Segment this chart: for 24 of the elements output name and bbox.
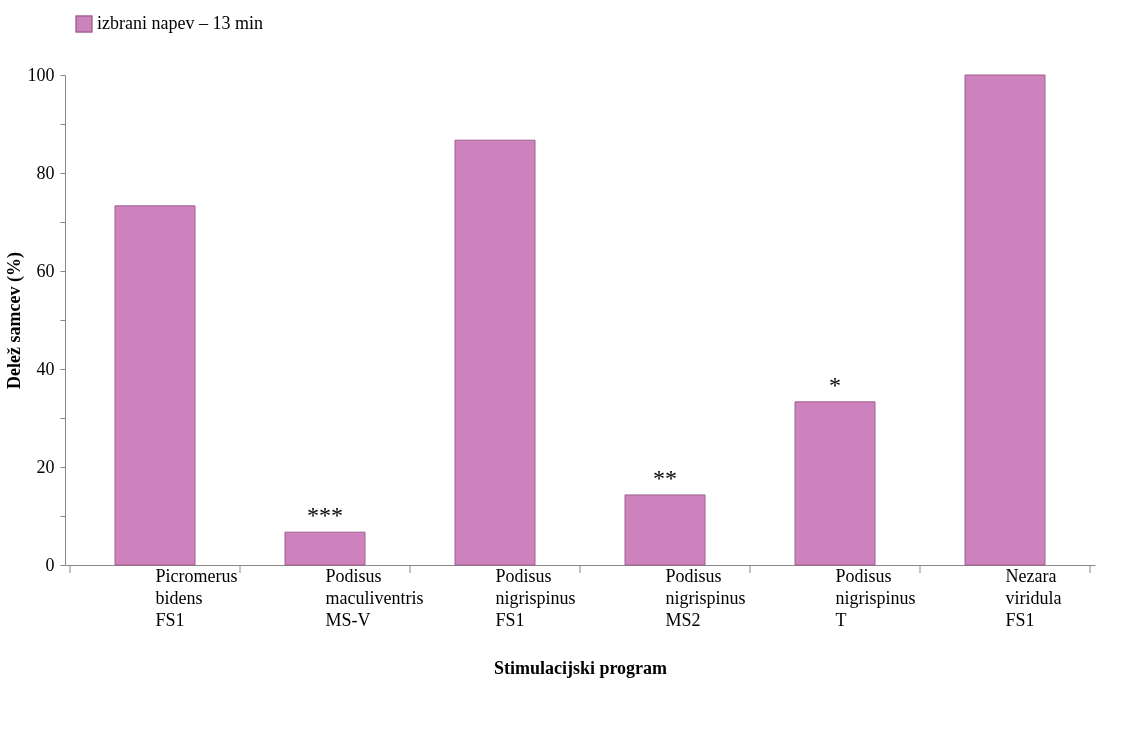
annotation: *	[829, 371, 841, 398]
bar	[454, 139, 536, 566]
x-tick-label: Nezara viridula FS1	[1005, 565, 1062, 630]
y-tick-label: 20	[36, 456, 55, 477]
annotation: **	[653, 464, 677, 491]
y-tick-label: 80	[36, 162, 55, 183]
bar	[964, 74, 1046, 566]
x-tick-label: Podisus maculiventris MS-V	[325, 565, 424, 630]
x-tick-label: Podisus nigrispinus T	[835, 565, 916, 630]
y-axis-title: Delež samcev (%)	[3, 252, 25, 389]
y-tick-label: 40	[36, 358, 55, 379]
bar	[114, 205, 196, 566]
annotation: ***	[307, 502, 343, 529]
y-tick-label: 60	[36, 260, 55, 281]
x-tick-label: Picromerus bidens FS1	[155, 565, 238, 630]
bar	[624, 494, 706, 566]
x-axis-title: Stimulacijski program	[493, 657, 668, 678]
legend-label: izbrani napev – 13 min	[97, 13, 263, 33]
x-tick-label: Podisus nigrispinus MS2	[665, 565, 746, 630]
y-tick-label: 0	[45, 554, 55, 575]
bar	[284, 531, 366, 566]
bar	[794, 401, 876, 566]
x-tick-label: Podisus nigrispinus FS1	[495, 565, 576, 630]
y-tick-label: 100	[27, 64, 55, 85]
